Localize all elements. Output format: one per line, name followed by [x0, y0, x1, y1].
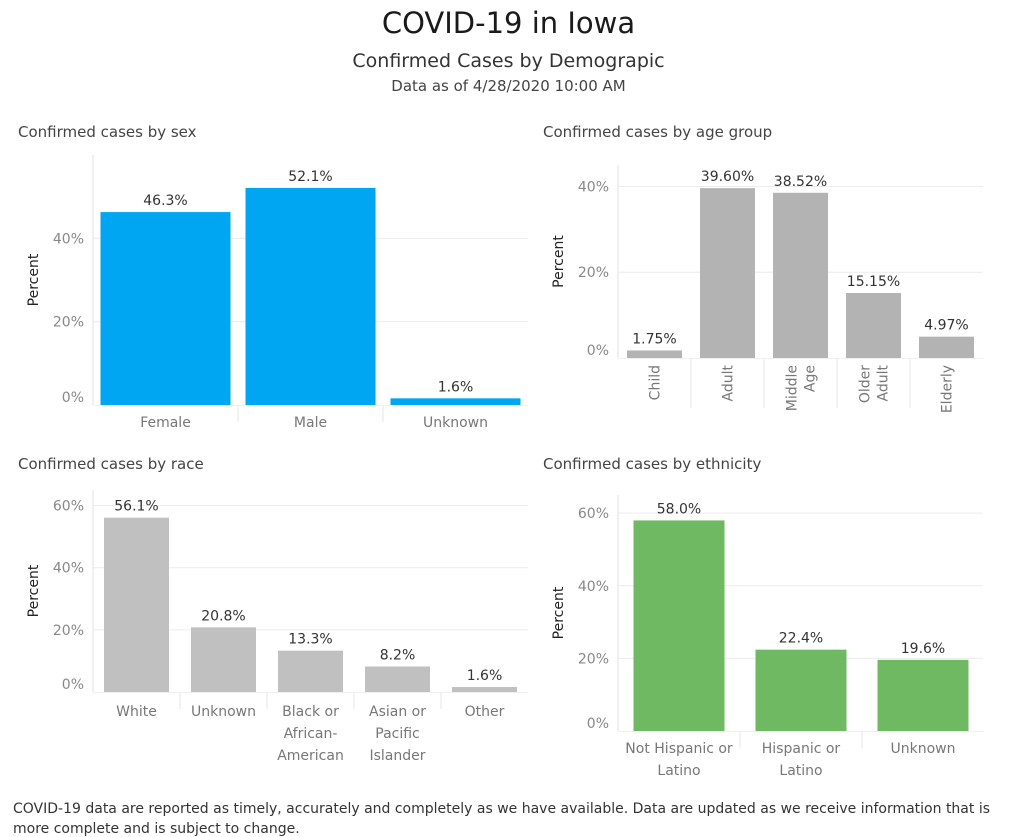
ethnicity-chart-title: Confirmed cases by ethnicity	[543, 455, 762, 473]
y-tick-label: 40%	[53, 231, 84, 247]
x-tick-label: Unknown	[191, 704, 256, 720]
data-label: 46.3%	[143, 193, 187, 209]
age-chart-title: Confirmed cases by age group	[543, 123, 773, 141]
y-tick-label: 40%	[578, 179, 609, 195]
x-tick-label: Pacific	[375, 726, 420, 742]
y-tick-label: 60%	[578, 506, 609, 522]
data-label: 19.6%	[901, 641, 945, 657]
bar	[104, 517, 169, 692]
x-tick-label: Asian or	[369, 704, 426, 720]
data-label: 8.2%	[380, 648, 416, 664]
y-tick-label: 0%	[587, 343, 609, 359]
data-label: 4.97%	[924, 318, 968, 334]
bar	[633, 520, 725, 731]
x-tick-label: Islander	[369, 748, 425, 764]
y-tick-label: 0%	[587, 716, 609, 732]
x-tick-label: Latino	[657, 763, 700, 779]
data-label: 1.6%	[467, 668, 503, 684]
data-label: 39.60%	[701, 169, 754, 185]
y-tick-label: 20%	[578, 651, 609, 667]
data-label: 22.4%	[779, 631, 823, 647]
y-tick-label: 40%	[578, 579, 609, 595]
data-label: 13.3%	[288, 632, 332, 648]
bar	[700, 188, 755, 358]
x-tick-label: Adult	[721, 365, 737, 402]
x-tick-label: Age	[803, 365, 819, 392]
x-tick-label: Female	[140, 415, 191, 431]
y-tick-label: 60%	[53, 499, 84, 515]
y-tick-label: 20%	[53, 315, 84, 331]
dashboard-subtitle: Confirmed Cases by Demograpic	[352, 50, 665, 72]
x-tick-label: Hispanic or	[762, 741, 841, 757]
data-label: 20.8%	[201, 608, 245, 624]
race-chart-title: Confirmed cases by race	[18, 455, 204, 473]
x-tick-label: Child	[648, 365, 664, 400]
bar	[877, 659, 969, 731]
bar	[846, 293, 901, 358]
x-tick-label: American	[277, 748, 344, 764]
bar	[278, 650, 343, 692]
x-tick-label: Other	[465, 704, 505, 720]
x-tick-label: Unknown	[423, 415, 488, 431]
x-tick-label: Not Hispanic or	[625, 741, 733, 757]
x-tick-label: White	[116, 704, 157, 720]
bar	[452, 687, 517, 692]
y-tick-label: 0%	[62, 677, 84, 693]
x-tick-label: Latino	[779, 763, 822, 779]
bar	[773, 192, 828, 358]
bar	[627, 350, 682, 358]
bar	[365, 666, 430, 692]
y-tick-label: 0%	[62, 390, 84, 406]
x-tick-label: Male	[294, 415, 327, 431]
y-axis-title: Percent	[26, 564, 42, 617]
bar	[100, 212, 231, 405]
bar	[390, 398, 521, 405]
data-label: 52.1%	[288, 169, 332, 185]
y-tick-label: 20%	[578, 265, 609, 281]
data-label: 1.6%	[438, 379, 474, 395]
x-tick-label: Unknown	[891, 741, 956, 757]
data-label: 56.1%	[114, 499, 158, 515]
data-label: 1.75%	[632, 331, 676, 347]
x-tick-label: Elderly	[940, 365, 956, 413]
x-tick-label: Middle	[785, 365, 801, 411]
x-tick-label: Adult	[876, 365, 892, 402]
bar	[191, 627, 256, 692]
sex-chart-title: Confirmed cases by sex	[18, 123, 197, 141]
y-tick-label: 20%	[53, 623, 84, 639]
bar	[919, 336, 974, 358]
data-label: 58.0%	[657, 501, 701, 517]
bar	[245, 187, 376, 405]
data-label: 38.52%	[774, 174, 827, 190]
data-label: 15.15%	[847, 274, 900, 290]
bar	[755, 649, 847, 731]
y-axis-title: Percent	[26, 253, 42, 306]
footer-disclaimer: COVID-19 data are reported as timely, ac…	[13, 801, 991, 837]
dashboard-title: COVID-19 in Iowa	[381, 6, 636, 40]
y-axis-title: Percent	[551, 235, 567, 288]
y-axis-title: Percent	[551, 586, 567, 639]
x-tick-label: Older	[858, 365, 874, 403]
data-as-of: Data as of 4/28/2020 10:00 AM	[391, 77, 626, 95]
x-tick-label: Black or	[282, 704, 339, 720]
y-tick-label: 40%	[53, 561, 84, 577]
x-tick-label: African-	[284, 726, 338, 742]
